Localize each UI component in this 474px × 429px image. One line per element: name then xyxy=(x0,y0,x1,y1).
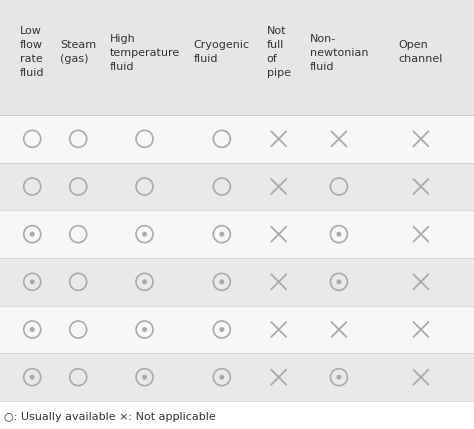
Text: High
temperature
fluid: High temperature fluid xyxy=(109,33,180,72)
FancyBboxPatch shape xyxy=(0,210,474,258)
Circle shape xyxy=(142,232,147,237)
FancyBboxPatch shape xyxy=(0,115,474,163)
Circle shape xyxy=(337,232,341,237)
Text: Steam
(gas): Steam (gas) xyxy=(60,40,96,64)
Circle shape xyxy=(142,327,147,332)
Text: ○: Usually available ×: Not applicable: ○: Usually available ×: Not applicable xyxy=(4,412,216,422)
Circle shape xyxy=(142,375,147,380)
FancyBboxPatch shape xyxy=(0,306,474,353)
FancyBboxPatch shape xyxy=(0,0,474,115)
Circle shape xyxy=(337,375,341,380)
Text: Non-
newtonian
fluid: Non- newtonian fluid xyxy=(310,33,368,72)
Text: Open
channel: Open channel xyxy=(399,40,443,64)
Text: Cryogenic
fluid: Cryogenic fluid xyxy=(194,40,250,64)
FancyBboxPatch shape xyxy=(0,163,474,210)
Text: Low
flow
rate
fluid: Low flow rate fluid xyxy=(20,27,45,79)
FancyBboxPatch shape xyxy=(0,258,474,306)
Circle shape xyxy=(219,327,224,332)
Circle shape xyxy=(337,279,341,284)
Circle shape xyxy=(30,375,35,380)
Circle shape xyxy=(30,327,35,332)
Circle shape xyxy=(219,375,224,380)
Circle shape xyxy=(219,232,224,237)
Circle shape xyxy=(30,279,35,284)
FancyBboxPatch shape xyxy=(0,353,474,401)
Circle shape xyxy=(142,279,147,284)
Circle shape xyxy=(30,232,35,237)
Text: Not
full
of
pipe: Not full of pipe xyxy=(267,27,291,79)
Circle shape xyxy=(219,279,224,284)
